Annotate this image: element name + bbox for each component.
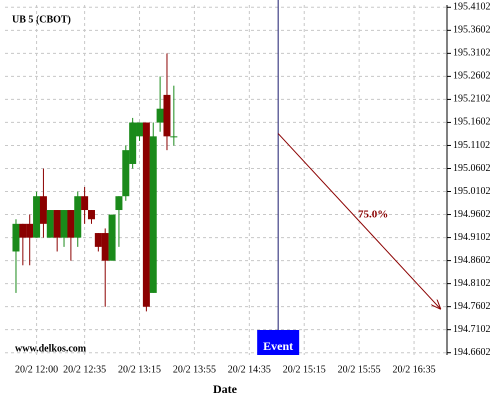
candle-body (142, 122, 150, 307)
y-tick-label: 195.3602 (453, 25, 491, 36)
candle-body (12, 223, 20, 252)
candle-body (129, 122, 137, 164)
x-tick-label: 20/2 14:35 (228, 364, 271, 375)
y-tick-label: 194.9602 (453, 209, 491, 220)
y-tick-label: 194.6602 (453, 347, 491, 358)
projection-label: 75.0% (358, 209, 388, 221)
x-tick-label: 20/2 12:35 (63, 364, 106, 375)
candle-body (115, 196, 123, 211)
candle-body (33, 196, 41, 238)
candle-body (87, 210, 95, 220)
y-tick-label: 194.9102 (453, 232, 491, 243)
candle-body (60, 210, 68, 238)
x-tick-label: 20/2 15:55 (338, 364, 381, 375)
candle-body (74, 196, 82, 238)
x-tick-label: 20/2 16:35 (393, 364, 436, 375)
candle-body (67, 210, 75, 238)
candle-body (122, 150, 130, 197)
candle-body (26, 223, 34, 238)
chart-title: UB 5 (CBOT) (12, 14, 71, 25)
candle-body (101, 233, 109, 261)
candle-body (94, 233, 102, 247)
candle-body (149, 136, 157, 293)
y-tick-label: 194.8602 (453, 255, 491, 266)
candle-body (53, 210, 61, 238)
y-tick-label: 195.2102 (453, 94, 491, 105)
event-box (257, 330, 300, 355)
y-tick-label: 194.7602 (453, 301, 491, 312)
candle-body (136, 122, 144, 137)
watermark: www.delkos.com (15, 343, 87, 354)
candle-body (170, 136, 178, 138)
y-tick-label: 195.3102 (453, 48, 491, 59)
y-tick-label: 195.0102 (453, 186, 491, 197)
candle-body (156, 108, 164, 123)
candle-body (163, 94, 171, 137)
candle-body (19, 223, 27, 238)
projection-arrow (277, 133, 440, 309)
candle-body (81, 196, 89, 211)
y-tick-label: 195.1602 (453, 117, 491, 128)
y-tick-label: 195.0602 (453, 163, 491, 174)
y-tick-label: 195.2602 (453, 71, 491, 82)
y-tick-label: 194.7102 (453, 324, 491, 335)
candle-body (108, 214, 116, 261)
candle-body (46, 210, 54, 238)
x-tick-label: 20/2 13:15 (118, 364, 161, 375)
y-tick-label: 195.1102 (453, 140, 490, 151)
y-tick-label: 195.4102 (453, 2, 491, 13)
candle-body (39, 196, 47, 224)
x-tick-label: 20/2 15:15 (283, 364, 326, 375)
x-tick-label: 20/2 13:55 (173, 364, 216, 375)
event-label: Event (263, 339, 293, 353)
y-tick-label: 194.8102 (453, 278, 491, 289)
x-tick-label: 20/2 12:00 (15, 364, 58, 375)
x-axis-label: Date (213, 382, 238, 396)
